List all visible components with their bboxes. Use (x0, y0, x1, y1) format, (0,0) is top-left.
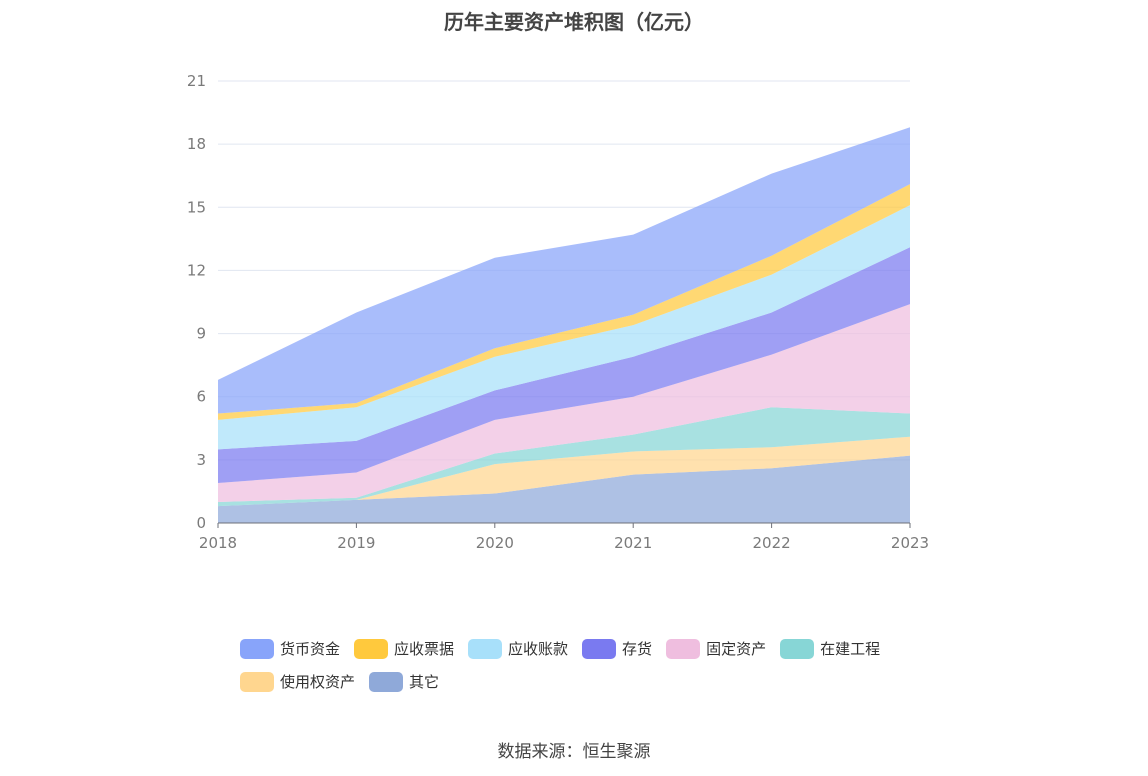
area-series (218, 436, 910, 507)
legend-item[interactable]: 存货 (582, 638, 652, 659)
x-tick-label: 2018 (199, 534, 237, 552)
legend-label: 货币资金 (280, 640, 341, 658)
legend-swatch (354, 638, 389, 659)
y-tick-label: 6 (196, 388, 206, 406)
legend-label: 存货 (622, 640, 653, 658)
legend-swatch (369, 671, 404, 692)
data-source: 数据来源：恒生聚源 (497, 742, 651, 762)
y-tick-label: 9 (196, 325, 206, 343)
area-series (218, 407, 910, 507)
axis-layer: 0 3 6 9 12 15 18 21 2018 2019 2020 2021 2022 2023 (187, 72, 929, 552)
legend-swatch (240, 638, 274, 659)
stacked-area-chart: 0 3 6 9 12 15 18 21 2018 2019 2020 2021 2022 2023 (187, 72, 929, 552)
legend-label: 固定资产 (706, 640, 767, 658)
y-tick-label: 21 (187, 72, 206, 90)
x-tick-label: 2023 (891, 534, 929, 552)
area-series (218, 205, 910, 450)
legend: 货币资金 应收票据 应收账款 存货 固定资产 在建工程使用权资产 其它 (240, 638, 940, 704)
area-layer (218, 127, 910, 523)
area-series (218, 247, 910, 484)
legend-label: 应收票据 (394, 640, 455, 658)
legend-item[interactable]: 固定资产 (666, 638, 766, 659)
area-series (218, 455, 910, 523)
area-series (218, 127, 910, 414)
legend-swatch (666, 638, 701, 659)
x-tick-label: 2020 (476, 534, 514, 552)
legend-swatch (582, 638, 617, 659)
legend-label: 在建工程 (820, 640, 881, 658)
x-tick-label: 2021 (614, 534, 652, 552)
legend-label: 使用权资产 (280, 673, 356, 691)
legend-item[interactable]: 应收票据 (354, 638, 454, 659)
x-tick-label: 2019 (337, 534, 375, 552)
legend-swatch (240, 671, 274, 692)
legend-item[interactable]: 在建工程 (780, 638, 880, 659)
legend-item[interactable]: 使用权资产 (240, 671, 355, 692)
area-series (218, 304, 910, 502)
legend-item[interactable]: 应收账款 (468, 638, 568, 659)
y-tick-label: 18 (187, 135, 206, 153)
legend-swatch (780, 638, 815, 659)
y-tick-label: 3 (196, 451, 206, 469)
legend-label: 应收账款 (508, 640, 569, 658)
legend-item[interactable]: 货币资金 (240, 638, 340, 659)
legend-label: 其它 (409, 673, 440, 691)
y-tick-label: 15 (187, 198, 206, 216)
legend-item[interactable]: 其它 (369, 671, 439, 692)
chart-title: 历年主要资产堆积图（亿元） (444, 10, 704, 34)
y-tick-label: 0 (196, 514, 206, 532)
y-tick-label: 12 (187, 261, 206, 279)
legend-swatch (468, 638, 503, 659)
x-tick-label: 2022 (753, 534, 791, 552)
